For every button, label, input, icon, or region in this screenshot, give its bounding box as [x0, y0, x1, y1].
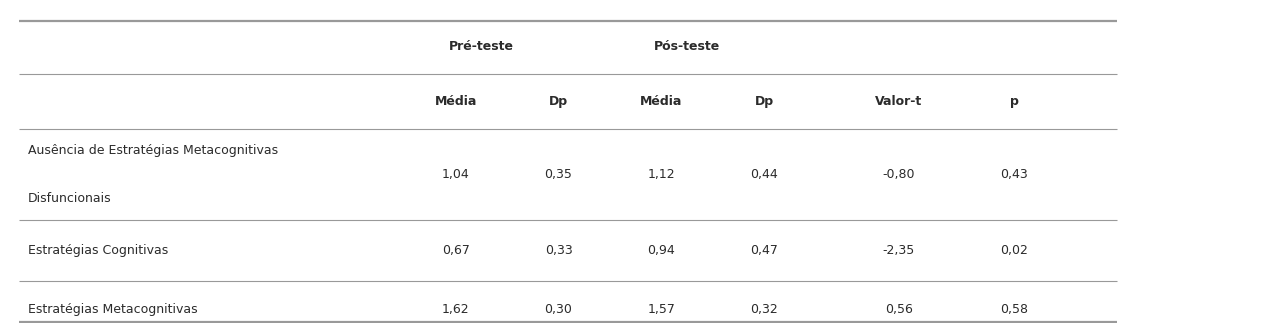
- Text: Dp: Dp: [550, 95, 568, 108]
- Text: -2,35: -2,35: [882, 244, 915, 257]
- Text: 1,62: 1,62: [442, 303, 470, 316]
- Text: Disfuncionais: Disfuncionais: [28, 192, 112, 205]
- Text: Pré-teste: Pré-teste: [449, 40, 514, 53]
- Text: -0,80: -0,80: [882, 168, 915, 181]
- Text: 0,56: 0,56: [885, 303, 913, 316]
- Text: 0,58: 0,58: [1000, 303, 1028, 316]
- Text: 0,35: 0,35: [544, 168, 573, 181]
- Text: Estratégias Cognitivas: Estratégias Cognitivas: [28, 244, 168, 257]
- Text: 0,30: 0,30: [544, 303, 573, 316]
- Text: 1,12: 1,12: [647, 168, 675, 181]
- Text: 1,57: 1,57: [647, 303, 675, 316]
- Text: 0,47: 0,47: [750, 244, 778, 257]
- Text: 0,67: 0,67: [442, 244, 470, 257]
- Text: p: p: [1011, 95, 1018, 108]
- Text: Dp: Dp: [755, 95, 773, 108]
- Text: Ausência de Estratégias Metacognitivas: Ausência de Estratégias Metacognitivas: [28, 144, 279, 157]
- Text: 1,04: 1,04: [442, 168, 470, 181]
- Text: Estratégias Metacognitivas: Estratégias Metacognitivas: [28, 303, 198, 316]
- Text: 0,43: 0,43: [1000, 168, 1028, 181]
- Text: Valor-t: Valor-t: [876, 95, 922, 108]
- Text: Média: Média: [434, 95, 478, 108]
- Text: Média: Média: [639, 95, 683, 108]
- Text: 0,02: 0,02: [1000, 244, 1028, 257]
- Text: Pós-teste: Pós-teste: [654, 40, 720, 53]
- Text: 0,94: 0,94: [647, 244, 675, 257]
- Text: 0,32: 0,32: [750, 303, 778, 316]
- Text: 0,44: 0,44: [750, 168, 778, 181]
- Text: 0,33: 0,33: [544, 244, 573, 257]
